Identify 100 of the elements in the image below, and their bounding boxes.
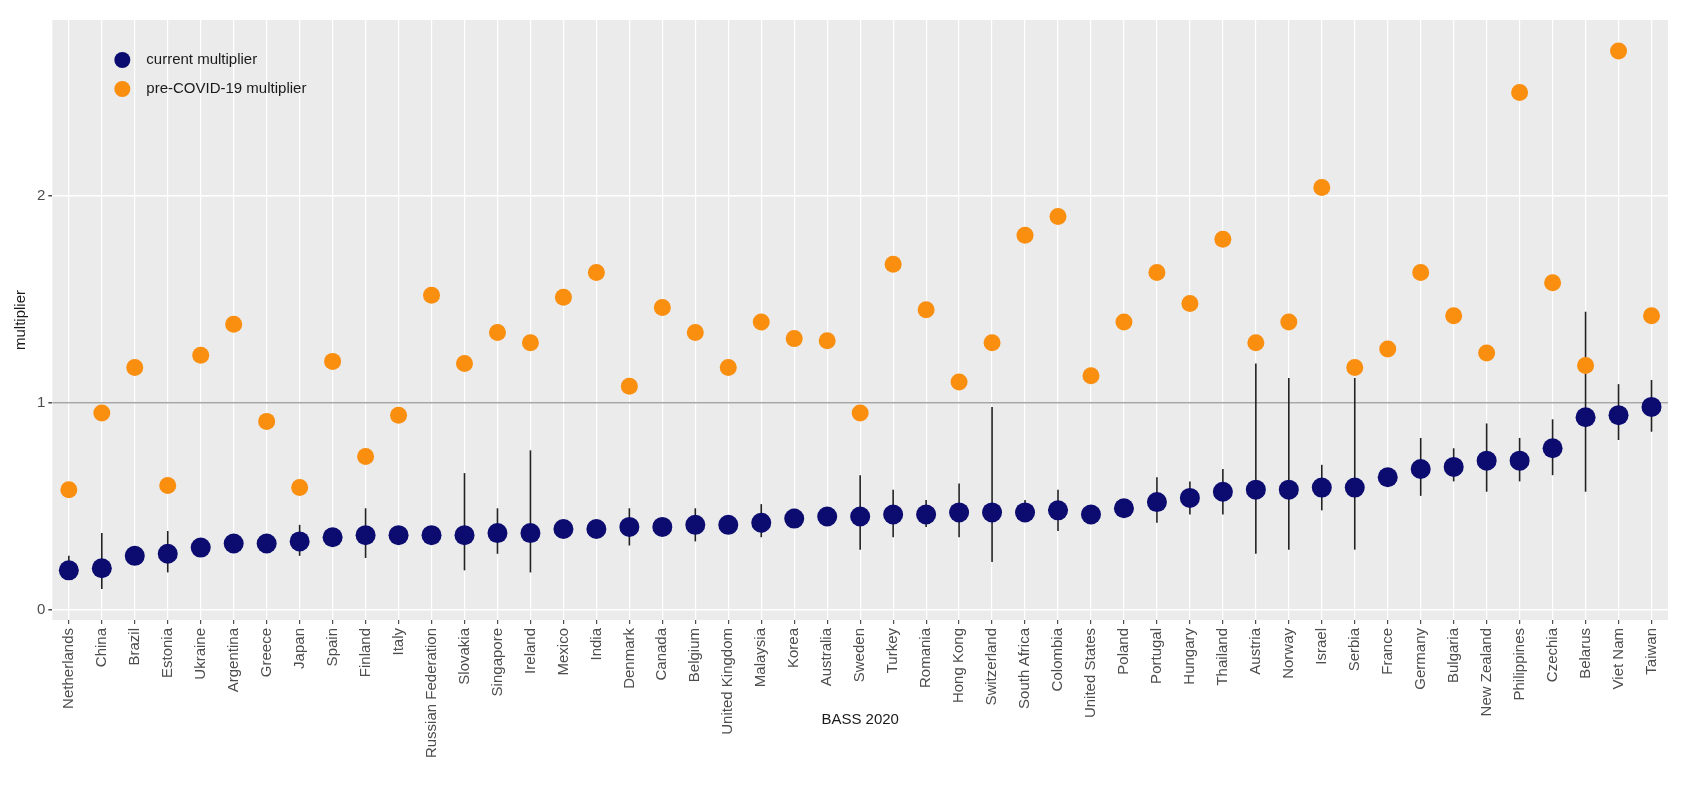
point (586, 518, 607, 539)
point (949, 502, 970, 523)
point (1608, 405, 1629, 426)
point (916, 504, 937, 525)
point (159, 477, 177, 495)
x-tick-label: Switzerland (982, 628, 1000, 706)
point (1280, 313, 1298, 331)
point (983, 334, 1001, 352)
x-tick-label: Bulgaria (1443, 627, 1461, 684)
x-tick-label: China (91, 627, 109, 668)
x-tick-label: Slovakia (454, 627, 472, 685)
point (1412, 263, 1430, 281)
point (1346, 359, 1364, 377)
x-tick-label: United Kingdom (718, 628, 736, 735)
point (1247, 334, 1265, 352)
point (982, 502, 1003, 523)
point (1478, 344, 1496, 362)
point (1544, 274, 1562, 292)
x-tick-label: Italy (388, 627, 406, 656)
point (685, 514, 706, 535)
x-tick-label: Korea (784, 627, 802, 669)
x-tick-label: Argentina (223, 627, 241, 693)
point (1410, 458, 1431, 479)
point (124, 545, 145, 566)
point (521, 334, 539, 352)
point (718, 514, 739, 535)
legend-label: pre-COVID-19 multiplier (146, 79, 307, 97)
point (192, 346, 210, 364)
point (454, 525, 475, 546)
x-tick-label: Malaysia (751, 627, 769, 688)
point (456, 354, 473, 372)
point (1181, 294, 1199, 312)
point (1214, 230, 1232, 248)
x-tick-label: Czechia (1542, 627, 1560, 683)
x-tick-label: Colombia (1048, 627, 1066, 692)
point (58, 560, 79, 581)
x-tick-label: Netherlands (58, 628, 76, 709)
point (1509, 450, 1530, 471)
x-tick-label: Greece (256, 628, 274, 678)
point (554, 288, 572, 306)
point (390, 406, 408, 424)
point (1049, 208, 1067, 226)
point (950, 373, 968, 391)
point (883, 504, 904, 525)
x-tick-label: Romania (916, 627, 934, 689)
point (289, 531, 310, 552)
point (190, 537, 211, 558)
point (1577, 357, 1595, 375)
point (587, 263, 605, 281)
point (421, 525, 442, 546)
point (488, 323, 506, 341)
point (784, 508, 805, 529)
x-tick-label: United States (1081, 628, 1099, 719)
point (817, 506, 838, 527)
x-tick-label: Finland (355, 628, 373, 678)
point (322, 527, 343, 548)
x-tick-label: Canada (652, 627, 670, 681)
point (1443, 456, 1464, 477)
point (751, 512, 772, 533)
point (126, 359, 144, 377)
point (1245, 479, 1266, 500)
x-tick-label: Israel (1311, 628, 1329, 665)
x-tick-label: Hungary (1180, 627, 1198, 685)
point (1082, 367, 1100, 385)
point (520, 523, 541, 544)
x-tick-label: Belgium (685, 628, 703, 683)
point (917, 301, 935, 319)
x-tick-label: Australia (817, 627, 835, 687)
x-tick-label: Sweden (850, 628, 868, 683)
x-tick-label: Japan (289, 628, 307, 669)
point (1179, 487, 1200, 508)
point (1080, 504, 1101, 525)
x-tick-label: Mexico (553, 628, 571, 676)
point (1575, 407, 1596, 428)
x-axis-title: BASS 2020 (821, 710, 899, 728)
x-tick-label: Ireland (520, 628, 538, 674)
point (1278, 479, 1299, 500)
x-tick-label: Ukraine (190, 628, 208, 680)
point (1641, 396, 1662, 417)
point (1313, 179, 1331, 197)
y-tick-label: 2 (37, 186, 46, 203)
point (423, 286, 441, 304)
x-tick-label: South Africa (1015, 627, 1033, 709)
point (1016, 226, 1034, 244)
point (1048, 500, 1069, 521)
point (355, 525, 376, 546)
legend-label: current multiplier (146, 50, 258, 68)
x-tick-label: France (1377, 628, 1395, 675)
y-axis-title: multiplier (11, 289, 29, 351)
x-tick-label: Belarus (1575, 628, 1593, 679)
x-tick-label: New Zealand (1476, 628, 1494, 717)
point (1344, 477, 1365, 498)
y-tick-label: 1 (37, 392, 46, 410)
x-tick-label: Norway (1278, 627, 1296, 679)
point (357, 448, 375, 466)
point (1610, 42, 1628, 60)
point (619, 516, 640, 537)
x-tick-label: Brazil (124, 628, 142, 666)
point (719, 359, 737, 377)
x-tick-label: Poland (1114, 628, 1132, 675)
